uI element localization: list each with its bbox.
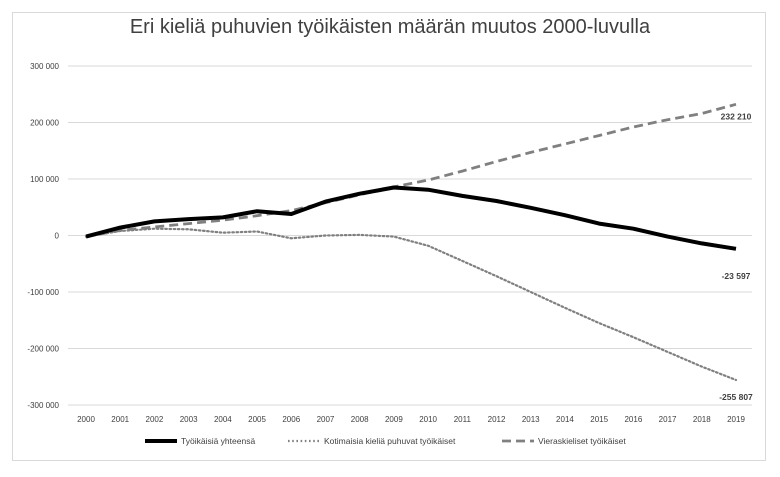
x-tick-label: 2011: [454, 415, 472, 424]
legend-label: Työikäisiä yhteensä: [181, 436, 255, 446]
end-value-label: -255 807: [719, 392, 753, 402]
y-tick-label: -100 000: [27, 288, 59, 297]
y-tick-label: 0: [55, 232, 60, 241]
x-tick-label: 2018: [693, 415, 711, 424]
legend-label: Vieraskieliset työikäiset: [538, 436, 626, 446]
legend: Työikäisiä yhteensä Kotimaisia kieliä puh…: [145, 436, 626, 446]
series-line: [85, 102, 737, 238]
x-tick-label: 2006: [282, 415, 300, 424]
x-tick-label: 2005: [248, 415, 266, 424]
y-tick-label: 100 000: [30, 175, 59, 184]
x-tick-label: 2019: [727, 415, 745, 424]
x-tick-label: 2009: [385, 415, 403, 424]
x-tick-label: 2017: [659, 415, 677, 424]
end-value-label: -23 597: [722, 271, 751, 281]
x-tick-label: 2001: [111, 415, 129, 424]
x-tick-label: 2004: [214, 415, 232, 424]
y-tick-label: -200 000: [27, 345, 59, 354]
y-tick-label: 200 000: [30, 119, 59, 128]
x-tick-label: 2014: [556, 415, 574, 424]
x-tick-label: 2000: [77, 415, 95, 424]
y-tick-labels: 300 000 200 000 100 000 0 -100 000 -200 000 -3…: [27, 62, 59, 410]
x-tick-label: 2012: [488, 415, 506, 424]
x-tick-label: 2002: [146, 415, 164, 424]
series-line: [84, 227, 738, 382]
x-tick-label: 2016: [624, 415, 642, 424]
y-tick-label: 300 000: [30, 62, 59, 71]
x-tick-label: 2003: [180, 415, 198, 424]
gridlines: [68, 65, 752, 406]
x-tick-labels: 2000 2001 2002 2003 2004 2005 2006 2007 2008 2009…: [77, 415, 745, 424]
legend-label: Kotimaisia kieliä puhuvat työikäiset: [324, 436, 456, 446]
x-tick-label: 2007: [317, 415, 335, 424]
x-tick-label: 2010: [419, 415, 437, 424]
x-tick-label: 2015: [590, 415, 608, 424]
series-line: [85, 185, 737, 251]
y-tick-label: -300 000: [27, 401, 59, 410]
series-lines: [84, 102, 738, 382]
x-tick-label: 2008: [351, 415, 369, 424]
x-tick-label: 2013: [522, 415, 540, 424]
end-value-label: 232 210: [721, 111, 752, 121]
end-labels: 232 210 -255 807 -23 597: [719, 111, 753, 402]
chart-title: Eri kieliä puhuvien työikäisten määrän m…: [129, 16, 651, 38]
